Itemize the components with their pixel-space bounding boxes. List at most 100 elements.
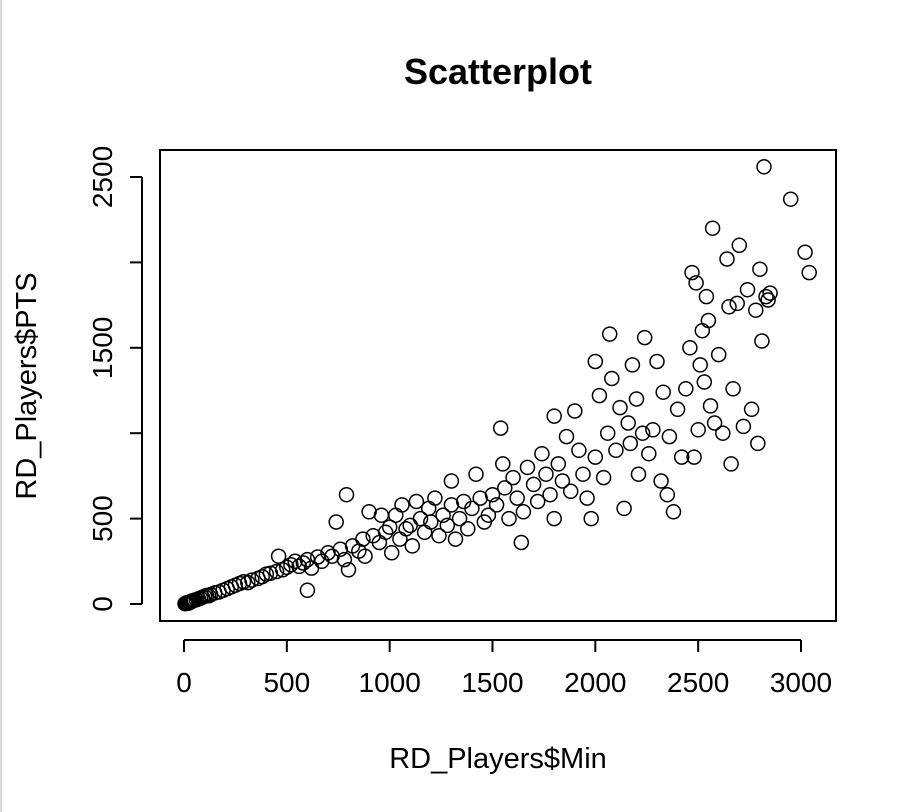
data-point: [731, 237, 748, 254]
chart-title: Scatterplot: [404, 51, 592, 92]
data-point: [447, 531, 464, 547]
data-point: [394, 497, 410, 513]
data-point: [659, 486, 676, 503]
data-point: [630, 466, 647, 482]
data-point: [665, 504, 682, 520]
plot-area-border: [159, 149, 837, 622]
data-point: [534, 445, 550, 462]
data-point: [754, 333, 770, 349]
data-point: [283, 556, 299, 573]
data-point: [686, 449, 702, 465]
data-point: [758, 288, 774, 305]
data-point: [694, 322, 711, 339]
data-point: [423, 514, 439, 530]
data-point: [690, 422, 706, 438]
window-left-border: [0, 0, 2, 812]
data-point: [735, 418, 752, 435]
data-point: [616, 500, 632, 517]
data-point: [336, 551, 353, 568]
data-point: [696, 374, 713, 390]
data-point: [240, 574, 256, 591]
y-tick-label: 0: [87, 596, 118, 612]
data-point: [546, 510, 562, 527]
y-tick-label: 500: [87, 495, 118, 542]
x-tick-label: 1500: [461, 667, 523, 698]
data-point: [299, 582, 316, 599]
data-point: [509, 490, 525, 506]
data-point: [451, 510, 468, 527]
y-tick-label: 1500: [87, 317, 118, 379]
data-point: [381, 519, 398, 535]
data-point: [529, 493, 546, 510]
data-point: [404, 538, 421, 554]
data-point: [412, 510, 429, 527]
data-point: [579, 490, 595, 506]
data-point: [604, 370, 620, 387]
x-tick-label: 2500: [667, 667, 729, 698]
data-point: [388, 507, 404, 523]
data-point: [624, 357, 641, 373]
data-point: [571, 442, 587, 459]
data-point: [497, 480, 513, 496]
data-point: [416, 524, 433, 541]
data-point: [398, 521, 414, 537]
y-tick-label: 2500: [87, 146, 118, 208]
data-point: [756, 159, 772, 175]
data-point: [505, 469, 521, 486]
data-point: [682, 340, 698, 356]
data-point: [715, 425, 731, 441]
data-point: [645, 422, 661, 438]
data-point: [279, 559, 295, 576]
data-point: [725, 381, 741, 397]
data-point: [427, 490, 443, 506]
data-point: [373, 507, 390, 523]
data-points: [177, 159, 817, 612]
data-point: [595, 469, 612, 486]
data-point: [468, 466, 484, 482]
data-point: [338, 486, 355, 503]
data-point: [750, 435, 766, 452]
data-point: [484, 486, 501, 503]
data-point: [480, 507, 497, 523]
data-point: [383, 545, 400, 561]
data-point: [435, 507, 451, 523]
data-point: [587, 449, 604, 465]
data-point: [287, 553, 303, 570]
data-point: [723, 456, 739, 472]
data-point: [636, 329, 653, 346]
data-point: [669, 401, 686, 418]
data-point: [739, 281, 756, 298]
data-point: [244, 572, 260, 588]
data-point: [562, 483, 579, 500]
x-axis: 0 500 1000 1500 2000 2500 3000: [176, 639, 832, 698]
data-point: [542, 486, 558, 503]
data-point: [550, 456, 567, 472]
data-point: [377, 524, 394, 541]
data-point: [752, 261, 768, 277]
data-point: [608, 442, 624, 459]
data-point: [515, 504, 532, 520]
data-point: [408, 493, 425, 510]
data-point: [678, 381, 694, 397]
data-point: [538, 466, 554, 482]
data-point: [513, 534, 530, 551]
data-point: [254, 568, 270, 585]
data-point: [702, 398, 719, 414]
data-point: [295, 555, 312, 571]
data-point: [340, 562, 357, 578]
data-point: [655, 384, 671, 400]
data-point: [546, 408, 562, 424]
data-point: [439, 517, 456, 534]
data-point: [357, 548, 373, 564]
data-point: [601, 326, 618, 342]
data-point: [628, 391, 645, 407]
data-point: [760, 292, 776, 308]
data-point: [653, 473, 669, 489]
data-point: [797, 244, 813, 260]
data-point: [591, 387, 608, 404]
data-point: [622, 435, 639, 452]
data-point: [492, 420, 509, 436]
data-point: [525, 476, 542, 493]
data-point: [519, 459, 536, 476]
